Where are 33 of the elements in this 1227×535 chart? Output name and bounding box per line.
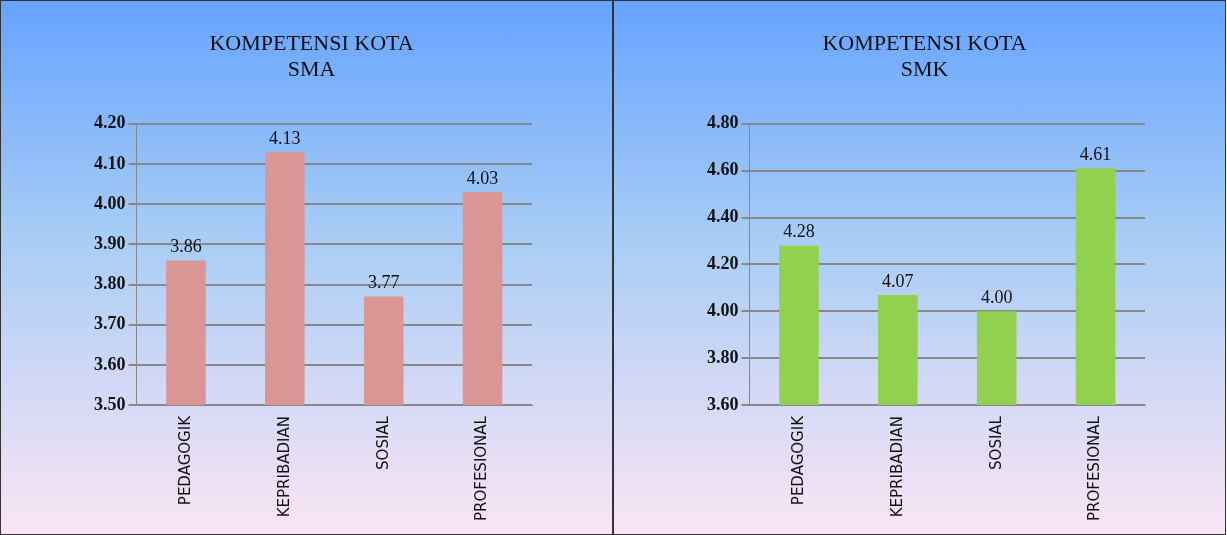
data-label: 4.61 (1079, 144, 1112, 165)
y-tick-label: 4.60 (707, 159, 739, 180)
data-label: 3.86 (170, 236, 202, 257)
y-tick-label: 4.20 (94, 112, 126, 133)
x-tick-label: PROFESIONAL (1085, 415, 1104, 522)
data-label: 4.28 (783, 221, 815, 242)
data-label: 4.13 (269, 127, 301, 148)
x-tick-label: PROFESIONAL (472, 415, 491, 522)
y-tick-label: 4.00 (707, 299, 739, 320)
x-tick-label: SOSIAL (986, 415, 1005, 470)
y-tick-label: 4.40 (707, 206, 739, 227)
y-tick-label: 3.80 (707, 346, 739, 367)
y-tick-label: 3.70 (94, 313, 126, 334)
chart-title: KOMPETENSI KOTA SMK (822, 29, 1027, 82)
y-tick-label: 3.60 (94, 353, 126, 374)
y-tick-label: 3.90 (94, 232, 126, 253)
chart-title: KOMPETENSI KOTA SMA (209, 29, 414, 82)
x-tick-label: KEPRIBADIAN (274, 416, 293, 518)
data-label: 4.07 (882, 270, 914, 291)
y-tick-label: 4.80 (707, 112, 739, 133)
y-tick-label: 4.10 (94, 152, 126, 173)
y-tick-label: 3.80 (94, 273, 126, 294)
y-tick-label: 3.60 (707, 393, 739, 414)
x-tick-label: KEPRIBADIAN (887, 416, 906, 518)
y-tick-label: 3.50 (94, 393, 126, 414)
x-tick-label: PEDAGOGIK (788, 414, 807, 506)
x-tick-label: SOSIAL (373, 415, 392, 470)
data-label: 4.00 (980, 287, 1013, 308)
data-label: 3.77 (367, 272, 400, 293)
x-tick-label: PEDAGOGIK (175, 414, 194, 506)
y-tick-label: 4.20 (707, 253, 739, 274)
data-label: 4.03 (466, 167, 499, 188)
y-tick-label: 4.00 (94, 192, 126, 213)
